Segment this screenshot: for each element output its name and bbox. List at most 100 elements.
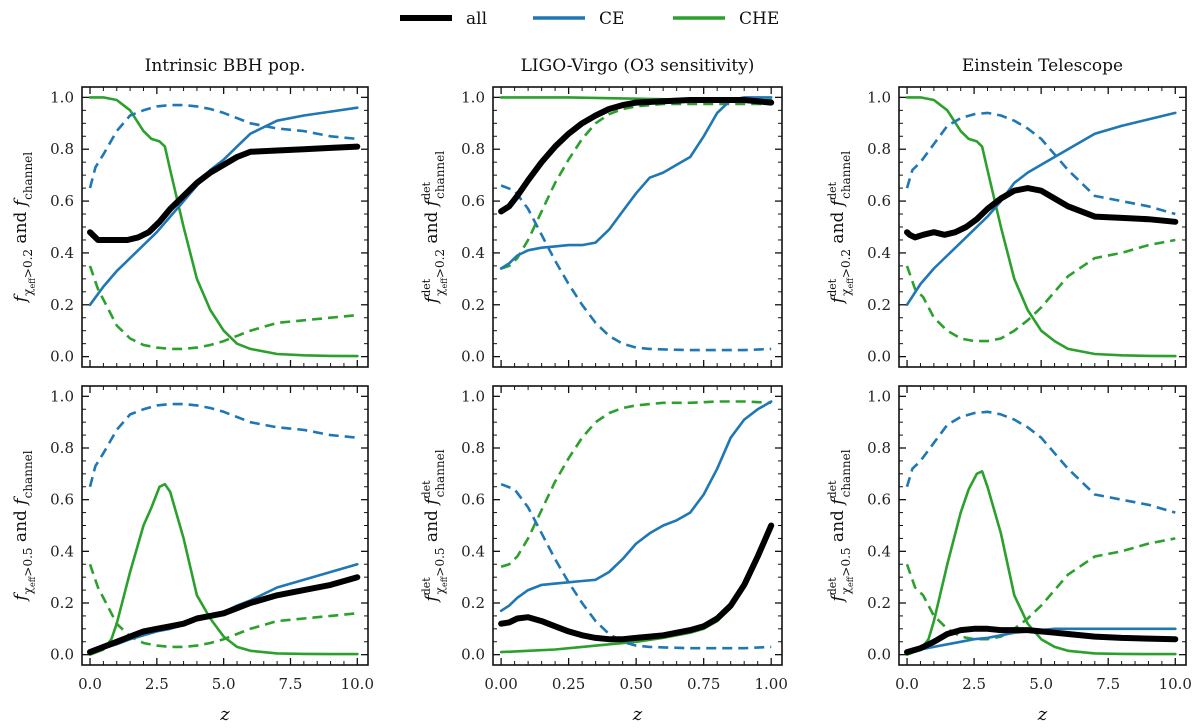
y-tick-label: 0.8 [50, 140, 74, 158]
x-tick-label: 5.0 [212, 675, 236, 693]
series-group [904, 96, 1179, 358]
series-line-all [87, 143, 361, 243]
x-tick-label: 5.0 [1029, 675, 1053, 693]
series-group [498, 400, 775, 654]
x-tick-label: 2.5 [962, 675, 986, 693]
y-axis-label: fdetχeff>0.5 and fdetchannel [420, 449, 449, 603]
y-tick-label: 0.0 [867, 348, 891, 366]
y-tick-label: 0.0 [50, 646, 74, 664]
x-axis-label: z [632, 704, 643, 725]
y-tick-label: 0.2 [867, 296, 891, 314]
series-line-che-channel-share [500, 400, 772, 569]
y-axis-label: fdetχeff>0.5 and fdetchannel [826, 449, 855, 603]
panel-4: 0.0 0.2 0.4 0.6 0.8 1.0 0.0 2.5 5.0 7.5 10.0 z fχeff… [11, 385, 374, 725]
x-tick-label: 0.25 [552, 675, 585, 693]
series-line-che-fraction [905, 96, 1177, 358]
series-line-che-fraction [88, 96, 359, 358]
x-tick-label: 0.75 [687, 675, 720, 693]
panel-5: 0.0 0.2 0.4 0.6 0.8 1.0 0.00 0.25 0.50 0.75 1.00 z f… [420, 385, 788, 725]
series-line-ce-channel-share [500, 482, 772, 650]
x-tick-label: 10.0 [1159, 675, 1192, 693]
series-line-che-fraction [499, 526, 773, 654]
y-axis-label: fχeff>0.5 and fchannel [11, 450, 37, 602]
series-line-ce-channel-share [905, 111, 1176, 216]
y-tick-label: 0.2 [867, 594, 891, 612]
y-tick-label: 1.0 [461, 387, 485, 405]
y-tick-label: 0.4 [461, 542, 485, 560]
y-tick-label: 0.6 [461, 192, 485, 210]
y-tick-label: 0.0 [461, 646, 485, 664]
y-tick-label: 0.4 [867, 244, 891, 262]
series-line-ce-channel-share [500, 184, 772, 352]
series-line-all [498, 522, 775, 643]
series-line-che-channel-share [905, 537, 1176, 641]
panels: Intrinsic BBH pop. 0.0 0.2 0.4 0.6 0.8 1.0 fχef… [11, 56, 1192, 725]
x-tick-label: 0.0 [895, 675, 919, 693]
series-line-all [87, 574, 361, 656]
series-group [87, 96, 361, 358]
axes-frame [81, 86, 369, 368]
y-tick-label: 0.6 [867, 192, 891, 210]
y-tick-label: 0.4 [50, 244, 74, 262]
series-group [498, 96, 775, 352]
y-tick-label: 0.8 [867, 140, 891, 158]
series-line-ce-fraction [499, 96, 773, 270]
series-line-ce-fraction [905, 111, 1177, 307]
y-tick-label: 0.8 [461, 439, 485, 457]
y-tick-label: 1.0 [50, 387, 74, 405]
series-line-che-channel-share [500, 102, 772, 270]
axes-frame [81, 385, 369, 666]
series-line-ce-channel-share [88, 103, 358, 189]
series-line-ce-channel-share [905, 410, 1176, 514]
y-tick-label: 0.2 [50, 296, 74, 314]
y-tick-label: 0.2 [461, 296, 485, 314]
y-tick-label: 1.0 [867, 88, 891, 106]
y-tick-label: 0.0 [50, 348, 74, 366]
x-tick-label: 0.50 [619, 675, 652, 693]
panel-2: LIGO-Virgo (O3 sensitivity) 0.0 0.2 0.4 0.6 0… [420, 56, 783, 368]
legend-label: CE [599, 9, 624, 29]
y-tick-label: 0.6 [50, 491, 74, 509]
y-tick-label: 0.2 [461, 594, 485, 612]
x-axis-label: z [1037, 704, 1048, 725]
y-tick-label: 0.6 [867, 491, 891, 509]
y-tick-label: 0.0 [461, 348, 485, 366]
y-tick-label: 1.0 [461, 88, 485, 106]
x-tick-label: 7.5 [279, 675, 303, 693]
series-line-ce-channel-share [88, 402, 358, 488]
legend-label: CHE [739, 9, 779, 29]
series-group [904, 410, 1179, 657]
y-tick-label: 1.0 [867, 387, 891, 405]
x-tick-label: 0.00 [484, 675, 517, 693]
y-tick-label: 0.6 [50, 192, 74, 210]
y-tick-label: 0.8 [461, 140, 485, 158]
y-tick-label: 0.4 [461, 244, 485, 262]
x-axis-label: z [219, 704, 230, 725]
series-line-che-channel-share [905, 238, 1176, 343]
panel-1: Intrinsic BBH pop. 0.0 0.2 0.4 0.6 0.8 1.0 fχef… [11, 56, 369, 368]
panel-title: Einstein Telescope [962, 56, 1123, 76]
y-tick-label: 0.0 [867, 646, 891, 664]
y-tick-label: 0.8 [50, 439, 74, 457]
legend-entry-che: CHE [673, 9, 779, 29]
legend-label: all [466, 9, 487, 29]
legend: all CE CHE [400, 9, 779, 29]
x-tick-label: 0.0 [78, 675, 102, 693]
series-line-all [904, 625, 1179, 656]
y-axis-label: fdetχeff>0.2 and fdetchannel [420, 151, 449, 305]
y-axis-label: fχeff>0.2 and fchannel [11, 152, 37, 304]
y-axis-label: fdetχeff>0.2 and fdetchannel [826, 151, 855, 305]
legend-entry-all: all [400, 9, 487, 29]
panel-title: Intrinsic BBH pop. [145, 56, 306, 76]
y-tick-label: 0.4 [50, 542, 74, 560]
x-tick-label: 10.0 [341, 675, 374, 693]
panel-title: LIGO-Virgo (O3 sensitivity) [521, 56, 755, 76]
series-line-che-channel-share [88, 563, 358, 649]
x-tick-label: 7.5 [1096, 675, 1120, 693]
panel-3: Einstein Telescope 0.0 0.2 0.4 0.6 0.8 1.0 fdet… [826, 56, 1187, 368]
series-line-ce-fraction [88, 106, 359, 307]
y-tick-label: 0.8 [867, 439, 891, 457]
series-line-che-fraction [905, 469, 1177, 657]
y-tick-label: 0.4 [867, 542, 891, 560]
